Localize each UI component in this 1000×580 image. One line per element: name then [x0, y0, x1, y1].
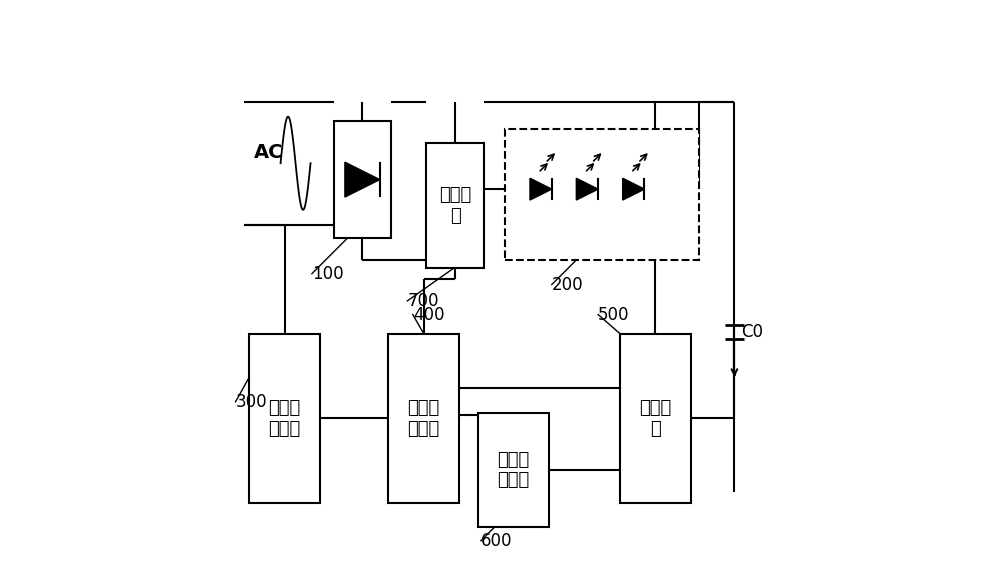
Bar [249, 334, 320, 503]
Text: 采样处
理模块: 采样处 理模块 [408, 398, 440, 437]
Bar [388, 334, 459, 503]
Text: 400: 400 [413, 306, 444, 324]
Text: 电压采
样模块: 电压采 样模块 [269, 398, 301, 437]
Text: 600: 600 [481, 532, 512, 550]
Text: 700: 700 [407, 292, 439, 310]
Text: 200: 200 [552, 276, 583, 293]
Text: AC: AC [254, 143, 283, 162]
Bar [505, 129, 699, 260]
Text: 电压维
持模块: 电压维 持模块 [498, 451, 530, 490]
Text: 500: 500 [598, 306, 630, 324]
Bar [334, 121, 391, 238]
Bar [478, 412, 549, 527]
Text: 恒流模
块: 恒流模 块 [639, 398, 672, 437]
Polygon shape [345, 162, 380, 197]
Text: 供电模
块: 供电模 块 [439, 186, 471, 225]
Bar [620, 334, 691, 503]
Polygon shape [623, 178, 644, 200]
Bar [426, 143, 484, 268]
Polygon shape [530, 178, 552, 200]
Polygon shape [576, 178, 598, 200]
Text: 100: 100 [312, 264, 344, 282]
Text: C0: C0 [741, 323, 763, 341]
Text: 300: 300 [236, 393, 267, 411]
